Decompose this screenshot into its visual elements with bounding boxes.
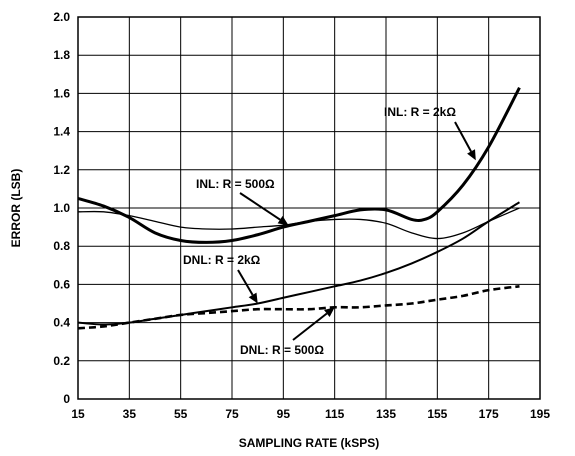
series-line-3 (77, 201, 520, 326)
series-line-2 (77, 207, 520, 240)
annotation-label: DNL: R = 500Ω (240, 343, 324, 357)
x-tick-label: 75 (225, 407, 239, 421)
series-layer (77, 86, 521, 330)
x-tick-label: 155 (427, 407, 447, 421)
annotation-label: DNL: R = 2kΩ (183, 253, 261, 267)
y-tick-label: 2.0 (53, 10, 70, 24)
series-line-4 (77, 285, 520, 330)
x-tick-label: 135 (376, 407, 396, 421)
y-tick-label: 0 (63, 392, 70, 406)
x-tick-label: 115 (325, 407, 345, 421)
annotation-arrow-head (277, 215, 289, 226)
y-tick-label: 1.8 (53, 48, 70, 62)
x-tick-label: 55 (174, 407, 188, 421)
annotation-arrow-shaft (239, 192, 281, 221)
y-axis-title: ERROR (LSB) (9, 169, 23, 248)
y-tick-label: 0.8 (53, 239, 70, 253)
annotation-arrow-shaft (292, 312, 328, 341)
annotation-arrow-head (248, 292, 258, 304)
tick-labels: 15 35 55 75 95 115 135 155 175 195 0 0.2 0.4 0.6 0.8 1.… (53, 10, 550, 421)
plot-frame (77, 16, 541, 400)
x-tick-label: 175 (479, 407, 499, 421)
x-tick-label: 35 (123, 407, 137, 421)
annotation-arrow-head (467, 149, 476, 161)
y-tick-label: 1.0 (53, 201, 70, 215)
x-tick-label: 15 (71, 407, 85, 421)
annotations-layer: INL: R = 2kΩ INL: R = 500Ω DNL: R = 2kΩ DNL… (183, 105, 476, 357)
annotation-arrow-shaft (454, 121, 472, 152)
x-tick-label: 95 (277, 407, 291, 421)
annotation-arrow-shaft (237, 269, 254, 296)
x-tick-label: 195 (530, 407, 550, 421)
grid (78, 17, 540, 399)
y-tick-label: 1.4 (53, 125, 70, 139)
plot-frame-layer (77, 16, 541, 400)
annotation-label: INL: R = 2kΩ (384, 105, 456, 119)
y-tick-label: 0.4 (53, 316, 70, 330)
y-tick-label: 1.6 (53, 86, 70, 100)
x-axis-title: SAMPLING RATE (kSPS) (239, 436, 379, 450)
annotation-arrow-head (324, 307, 335, 317)
y-tick-label: 0.2 (53, 354, 70, 368)
annotation-label: INL: R = 500Ω (196, 177, 275, 191)
y-tick-label: 0.6 (53, 277, 70, 291)
y-tick-label: 1.2 (53, 163, 70, 177)
